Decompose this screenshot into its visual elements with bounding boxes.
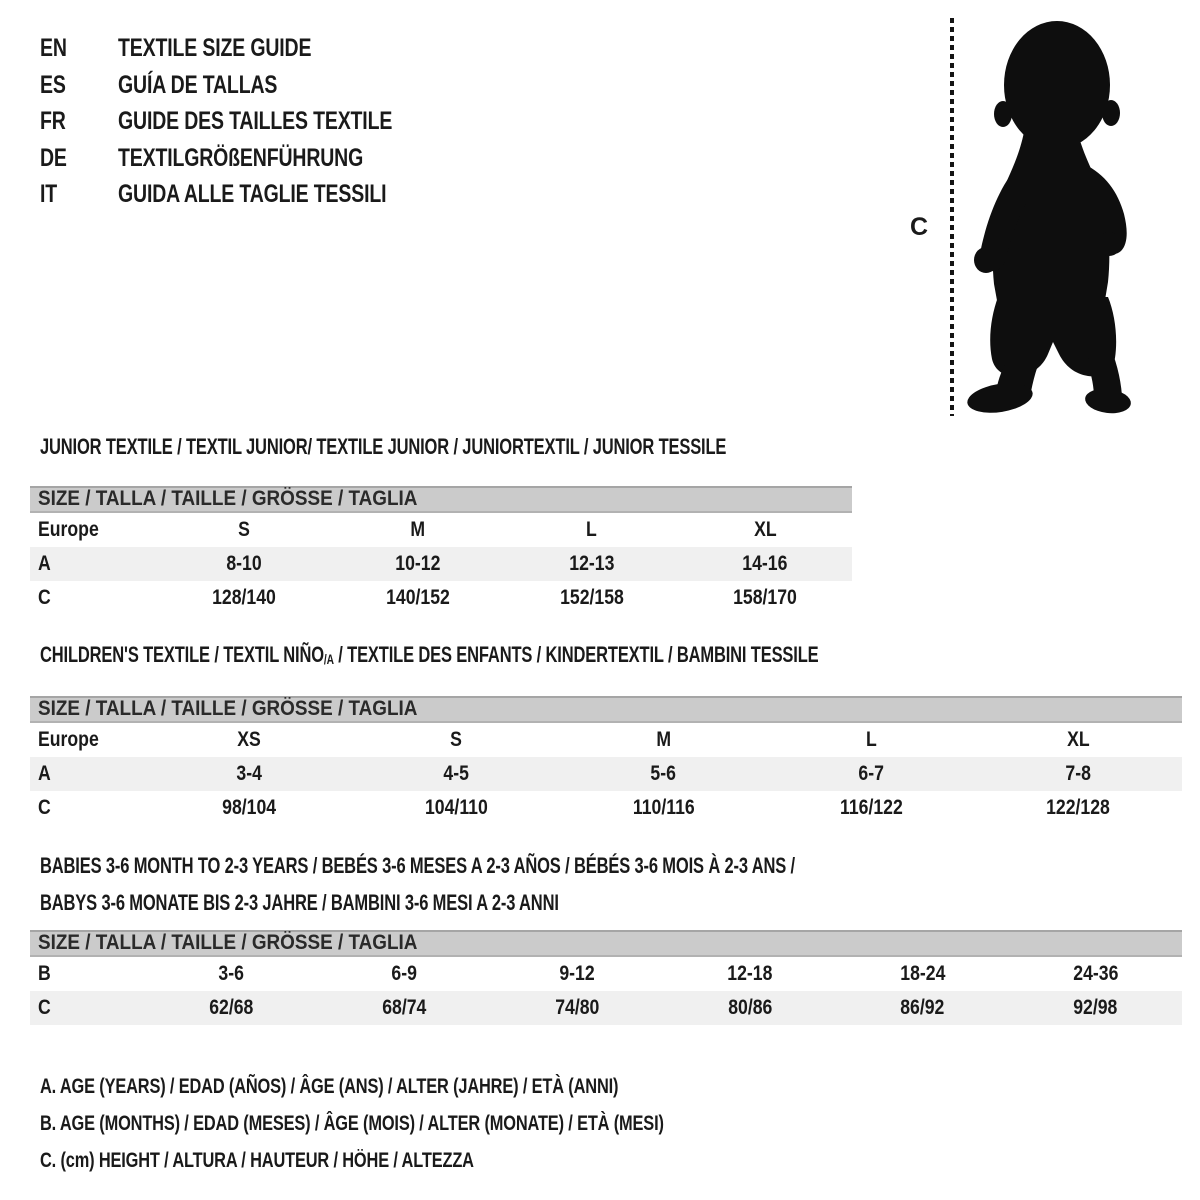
lang-code-en: EN [40, 34, 67, 62]
legend-line-b: B. AGE (MONTHS) / EDAD (MESES) / ÂGE (MO… [40, 1112, 664, 1135]
measurement-legend: A. AGE (YEARS) / EDAD (AÑOS) / ÂGE (ANS)… [40, 1068, 840, 1179]
table-row: A 8-10 10-12 12-13 14-16 [30, 547, 852, 581]
junior-size-table: SIZE / TALLA / TAILLE / GRÖSSE / TAGLIA … [30, 486, 852, 615]
table-row: B 3-6 6-9 9-12 12-18 18-24 24-36 [38, 962, 1119, 985]
lang-row-fr: FR GUIDE DES TAILLES TEXTILE [40, 103, 470, 140]
lang-row-en: EN TEXTILE SIZE GUIDE [40, 30, 470, 67]
lang-title-de: TEXTILGRÖßENFÜHRUNG [118, 143, 364, 172]
lang-code-es: ES [40, 70, 66, 99]
lang-code-de: DE [40, 143, 67, 172]
size-header-row: SIZE / TALLA / TAILLE / GRÖSSE / TAGLIA [30, 930, 1182, 957]
lang-code-it: IT [40, 180, 58, 208]
table-row: C 98/104 104/110 110/116 116/122 122/128 [38, 796, 1111, 819]
table-row: Europe XS S M L XL [38, 728, 1090, 751]
table-row: C 62/68 68/74 74/80 80/86 86/92 92/98 [30, 991, 1182, 1025]
children-size-table: SIZE / TALLA / TAILLE / GRÖSSE / TAGLIA … [30, 696, 1182, 825]
nino-a-subscript: /A [323, 652, 334, 667]
legend-line-a: A. AGE (YEARS) / EDAD (AÑOS) / ÂGE (ANS)… [40, 1075, 619, 1098]
lang-title-fr: GUIDE DES TAILLES TEXTILE [118, 107, 393, 135]
language-title-list: EN TEXTILE SIZE GUIDE ES GUÍA DE TALLAS … [40, 30, 470, 213]
lang-row-it: IT GUIDA ALLE TAGLIE TESSILI [40, 176, 470, 213]
size-header-row: SIZE / TALLA / TAILLE / GRÖSSE / TAGLIA [30, 486, 852, 513]
babies-size-table: SIZE / TALLA / TAILLE / GRÖSSE / TAGLIA … [30, 930, 1182, 1025]
height-measure-dashed-line [950, 18, 954, 416]
legend-line-c: C. (cm) HEIGHT / ALTURA / HAUTEUR / HÖHE… [40, 1149, 474, 1172]
table-row: C 128/140 140/152 152/158 158/170 [38, 586, 798, 609]
lang-title-it: GUIDA ALLE TAGLIE TESSILI [118, 180, 387, 208]
lang-code-fr: FR [40, 107, 66, 135]
lang-title-es: GUÍA DE TALLAS [118, 70, 278, 99]
lang-title-en: TEXTILE SIZE GUIDE [118, 34, 312, 62]
lang-row-es: ES GUÍA DE TALLAS [40, 67, 470, 104]
lang-row-de: DE TEXTILGRÖßENFÜHRUNG [40, 140, 470, 177]
children-section-title: CHILDREN'S TEXTILE / TEXTIL NIÑO/A / TEX… [40, 642, 819, 668]
height-measure-label: C [910, 213, 929, 241]
toddler-silhouette-icon [967, 21, 1131, 414]
table-row: A 3-4 4-5 5-6 6-7 7-8 [30, 757, 1182, 791]
size-header-row: SIZE / TALLA / TAILLE / GRÖSSE / TAGLIA [30, 696, 1182, 723]
junior-section-title: JUNIOR TEXTILE / TEXTIL JUNIOR/ TEXTILE … [40, 434, 727, 459]
babies-section-title: BABIES 3-6 MONTH TO 2-3 YEARS / BEBÉS 3-… [40, 853, 795, 915]
table-row: Europe S M L XL [38, 518, 777, 541]
